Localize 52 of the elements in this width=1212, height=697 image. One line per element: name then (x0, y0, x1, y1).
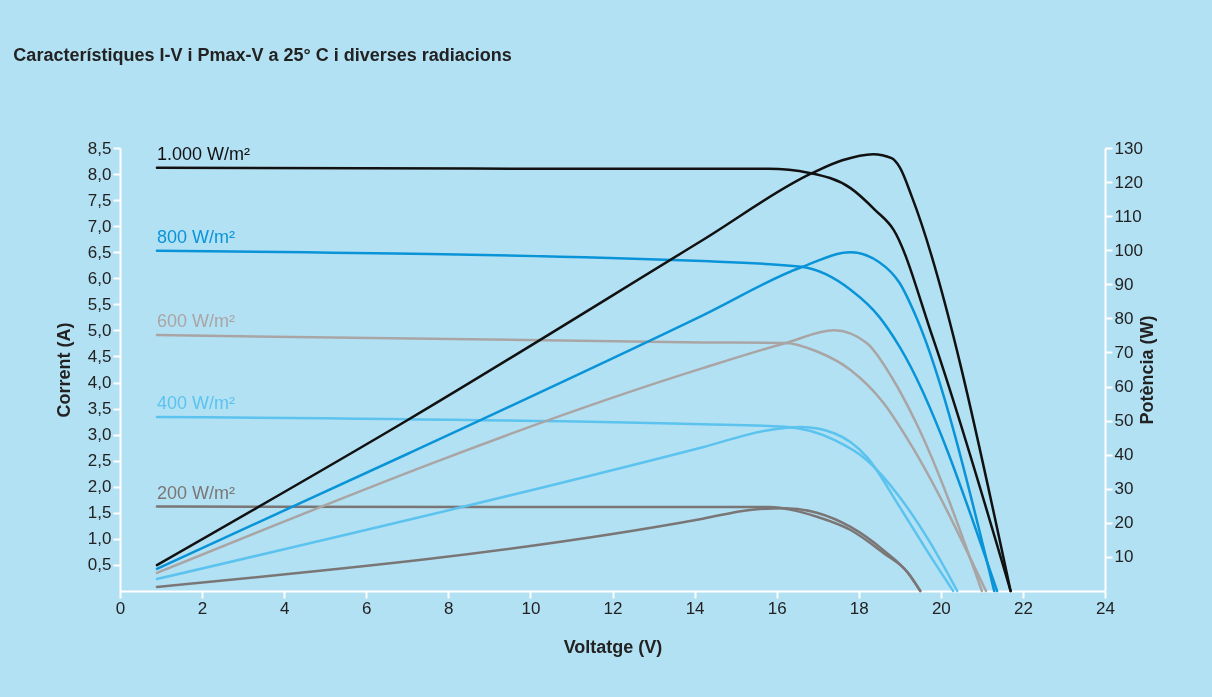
y-tick-label: 7,0 (87, 216, 112, 236)
y-tick-label: 5,0 (87, 320, 112, 340)
y2-tick-label: 70 (1114, 342, 1134, 362)
chart-title: Característiques I-V i Pmax-V a 25° C i diverses radiacions (13, 45, 512, 65)
series-label: 400 W/m² (156, 392, 235, 413)
y-axis-title: Corrent (A) (53, 322, 74, 418)
y2-tick-label: 80 (1114, 308, 1134, 328)
x-tick-label: 16 (767, 598, 787, 618)
series-label: 800 W/m² (156, 226, 235, 247)
x-tick-label: 14 (685, 598, 705, 618)
y2-tick-label: 10 (1114, 547, 1134, 567)
y-tick-label: 0,5 (87, 555, 112, 575)
x-tick-label: 22 (1013, 598, 1033, 618)
y-tick-label: 7,5 (87, 190, 112, 210)
y2-tick-label: 40 (1114, 445, 1134, 465)
x-tick-label: 20 (931, 598, 951, 618)
y2-tick-label: 100 (1114, 240, 1143, 260)
series-label: 1.000 W/m² (156, 143, 250, 164)
series-label: 200 W/m² (156, 482, 235, 503)
y-tick-label: 8,0 (87, 164, 112, 184)
x-tick-label: 2 (197, 598, 208, 618)
y2-tick-label: 30 (1114, 479, 1134, 499)
series-label: 600 W/m² (156, 311, 235, 332)
y2-tick-label: 60 (1114, 377, 1134, 397)
y-tick-label: 3,5 (87, 399, 112, 419)
x-tick-label: 0 (115, 598, 126, 618)
y-tick-label: 3,0 (87, 425, 112, 445)
y2-tick-label: 50 (1114, 411, 1134, 431)
y2-tick-label: 110 (1114, 206, 1142, 226)
x-tick-label: 6 (362, 598, 372, 618)
y-tick-label: 4,0 (87, 373, 112, 393)
x-axis-title: Voltatge (V) (563, 636, 663, 657)
x-tick-label: 4 (279, 598, 290, 618)
x-tick-label: 12 (603, 598, 623, 618)
y2-tick-label: 130 (1114, 138, 1143, 158)
y2-tick-label: 90 (1114, 274, 1134, 294)
y-tick-label: 5,5 (87, 294, 112, 314)
y-tick-label: 1,5 (87, 503, 112, 523)
x-tick-label: 18 (849, 598, 869, 618)
x-tick-label: 10 (521, 598, 541, 618)
y-tick-label: 2,0 (87, 477, 112, 497)
x-tick-label: 8 (444, 598, 454, 618)
y2-axis-title: Potència (W) (1136, 315, 1157, 425)
y-tick-label: 4,5 (87, 346, 112, 366)
y-tick-label: 6,5 (87, 242, 112, 262)
y-tick-label: 1,0 (87, 529, 112, 549)
y2-tick-label: 20 (1114, 513, 1134, 533)
x-tick-label: 24 (1096, 598, 1115, 618)
y-tick-label: 2,5 (87, 451, 112, 471)
y2-tick-label: 120 (1114, 172, 1143, 192)
y-tick-label: 8,5 (87, 138, 112, 158)
y-tick-label: 6,0 (87, 268, 112, 288)
